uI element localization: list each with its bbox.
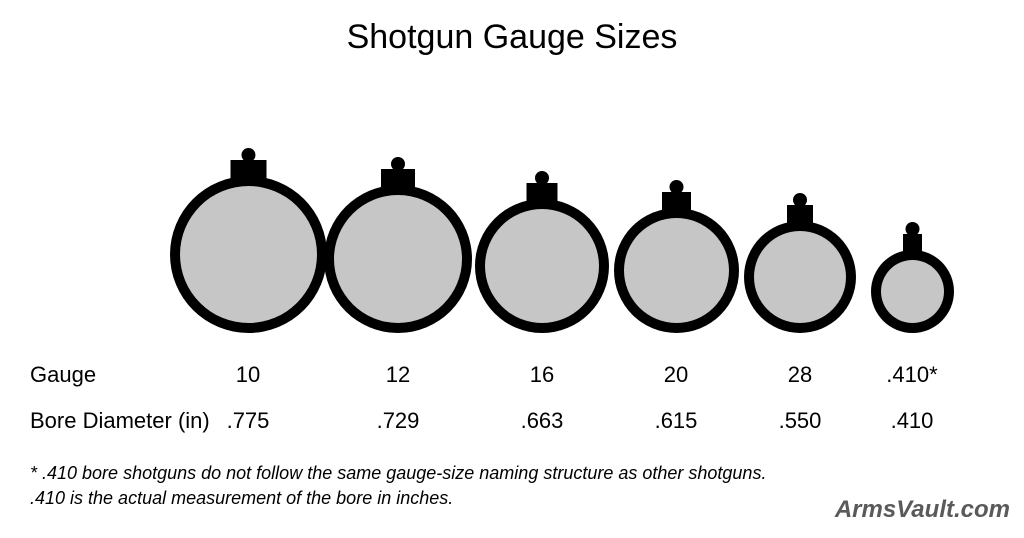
gauge-shell-icon xyxy=(612,168,741,335)
bore-value: .663 xyxy=(482,408,602,434)
gauge-value: .410* xyxy=(852,362,972,388)
footnote-text: * .410 bore shotguns do not follow the s… xyxy=(30,461,790,510)
bore-value: .775 xyxy=(188,408,308,434)
gauge-shell-icon xyxy=(869,210,956,335)
bore-value: .550 xyxy=(740,408,860,434)
gauge-shell-icon xyxy=(322,145,474,335)
gauge-row-label: Gauge xyxy=(30,362,96,388)
bore-row-label: Bore Diameter (in) xyxy=(30,408,210,434)
page-title: Shotgun Gauge Sizes xyxy=(0,0,1024,57)
gauge-value: 10 xyxy=(188,362,308,388)
gauge-value: 12 xyxy=(338,362,458,388)
gauge-shell-icon xyxy=(742,181,858,335)
bore-value: .729 xyxy=(338,408,458,434)
gauge-shell-icon xyxy=(168,136,329,335)
gauge-value: 16 xyxy=(482,362,602,388)
bore-value: .410 xyxy=(852,408,972,434)
gauge-shell-icon xyxy=(473,159,611,335)
gauge-value: 28 xyxy=(740,362,860,388)
watermark: ArmsVault.com xyxy=(835,496,1010,524)
bore-value: .615 xyxy=(616,408,736,434)
gauge-value: 20 xyxy=(616,362,736,388)
gauge-chart xyxy=(0,85,1024,335)
